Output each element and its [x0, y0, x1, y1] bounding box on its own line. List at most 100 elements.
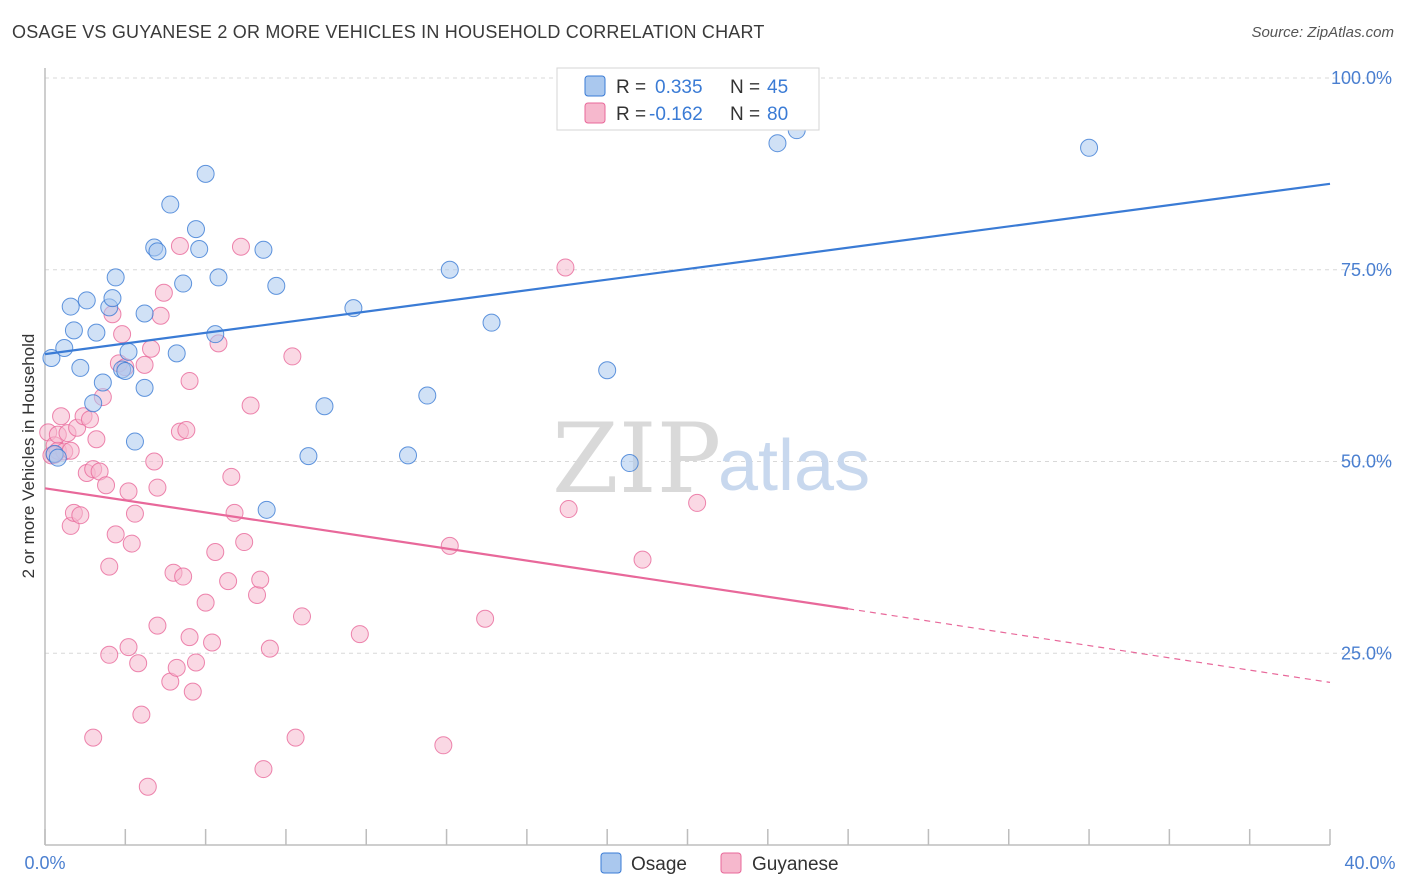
guyanese-point — [225, 503, 244, 522]
guyanese-point — [260, 639, 279, 658]
guyanese-point — [80, 410, 99, 429]
guyanese-point — [132, 705, 151, 724]
osage-point — [598, 361, 617, 380]
chart-source: Source: ZipAtlas.com — [1251, 24, 1394, 41]
guyanese-point — [148, 478, 167, 497]
guyanese-point — [196, 593, 215, 612]
guyanese-point — [119, 482, 138, 501]
guyanese-point — [122, 534, 141, 553]
y-tick-label: 100.0% — [1331, 68, 1392, 88]
guyanese-point — [293, 607, 311, 626]
legend: R = 0.335 N = 45 R = -0.162 N = 80 — [556, 67, 820, 131]
grid-lines — [45, 77, 1390, 654]
osage-point — [174, 274, 193, 293]
y-axis-label: 2 or more Vehicles in Household — [19, 334, 38, 579]
guyanese-point — [203, 633, 222, 652]
osage-point — [61, 297, 80, 316]
osage-point — [315, 397, 334, 416]
osage-point — [48, 448, 67, 467]
guyanese-point — [180, 628, 199, 647]
bottom-legend-label-guyanese: Guyanese — [752, 854, 839, 875]
osage-trend-line — [44, 182, 1331, 356]
guyanese-point — [350, 625, 369, 644]
guyanese-point — [106, 525, 125, 544]
osage-point — [135, 378, 154, 397]
guyanese-point — [87, 430, 106, 449]
guyanese-point — [119, 638, 138, 657]
osage-point — [55, 338, 74, 357]
x-tick-marks — [44, 829, 1331, 845]
legend-n-value-guyanese: 80 — [767, 104, 788, 125]
guyanese-point — [170, 236, 189, 255]
guyanese-point — [100, 557, 119, 576]
osage-point — [106, 268, 125, 287]
guyanese-point — [167, 658, 186, 677]
osage-point — [116, 361, 135, 380]
guyanese-point — [129, 654, 148, 673]
y-tick-label: 50.0% — [1341, 452, 1392, 472]
osage-point — [209, 268, 228, 287]
osage-point — [119, 342, 138, 361]
guyanese-point — [151, 306, 170, 325]
legend-n-value-osage: 45 — [767, 77, 788, 98]
osage-point — [299, 447, 318, 466]
guyanese-point — [138, 777, 157, 796]
guyanese-point — [633, 550, 652, 569]
guyanese-point — [219, 572, 238, 591]
legend-n-label-osage: N = — [730, 77, 760, 98]
guyanese-point — [556, 258, 575, 277]
guyanese-point — [434, 736, 453, 755]
guyanese-point — [142, 339, 161, 358]
guyanese-point — [186, 653, 205, 672]
guyanese-point — [222, 467, 241, 486]
guyanese-point — [688, 493, 707, 512]
guyanese-point — [52, 407, 71, 426]
legend-r-value-guyanese: -0.162 — [649, 104, 703, 125]
guyanese-point — [113, 325, 132, 344]
osage-point — [206, 325, 225, 344]
osage-point — [482, 313, 501, 332]
guyanese-point — [286, 728, 305, 747]
legend-swatch-guyanese — [584, 102, 606, 124]
legend-r-label-osage: R = — [616, 77, 646, 98]
y-tick-labels: 25.0% 50.0% 75.0% 100.0% — [1331, 68, 1392, 663]
osage-point — [161, 195, 180, 214]
guyanese-point — [476, 609, 495, 628]
osage-point — [1080, 138, 1099, 157]
osage-point — [254, 240, 273, 259]
osage-point — [103, 289, 122, 308]
guyanese-points — [39, 236, 707, 796]
osage-point — [186, 220, 205, 239]
bottom-legend-swatch-osage — [600, 852, 622, 874]
guyanese-point — [440, 536, 459, 555]
bottom-legend-swatch-guyanese — [720, 852, 742, 874]
y-tick-label: 25.0% — [1341, 643, 1392, 663]
osage-point — [190, 240, 209, 259]
guyanese-point — [71, 506, 90, 525]
x-tick-label-min: 0.0% — [24, 853, 65, 873]
osage-point — [440, 260, 459, 279]
legend-n-label-guyanese: N = — [730, 104, 760, 125]
guyanese-point — [183, 682, 202, 701]
trend-lines — [44, 182, 1331, 683]
guyanese-point — [154, 283, 173, 302]
guyanese-point — [248, 585, 267, 604]
x-tick-label-max: 40.0% — [1344, 853, 1395, 873]
legend-r-label-guyanese: R = — [616, 104, 646, 125]
legend-r-value-osage: 0.335 — [655, 77, 703, 98]
osage-point — [125, 432, 144, 451]
watermark-atlas: atlas — [718, 426, 870, 506]
osage-point — [148, 242, 167, 261]
guyanese-point — [145, 452, 164, 471]
guyanese-point — [235, 533, 254, 552]
osage-point — [87, 323, 106, 342]
osage-point — [93, 373, 112, 392]
guyanese-point — [100, 645, 119, 664]
guyanese-trend-line — [44, 487, 849, 610]
osage-point — [167, 344, 186, 363]
osage-points — [42, 121, 1099, 519]
guyanese-point — [180, 371, 199, 390]
guyanese-point — [97, 476, 116, 495]
guyanese-point — [177, 421, 196, 440]
